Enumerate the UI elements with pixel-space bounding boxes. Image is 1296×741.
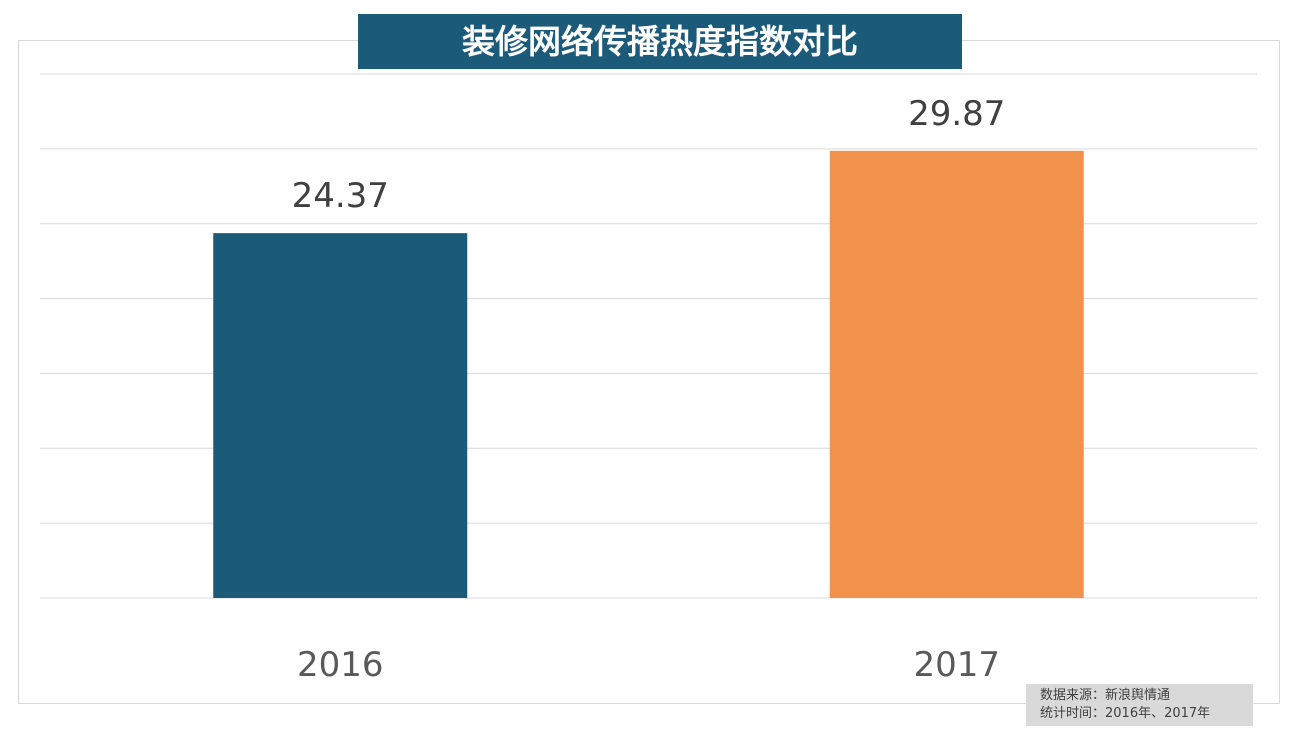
footnote: 数据来源：新浪舆情通 统计时间：2016年、2017年 <box>1026 684 1253 726</box>
x-tick-label-2017: 2017 <box>913 645 1000 685</box>
bar-2016 <box>213 233 468 598</box>
data-label-2016: 24.37 <box>292 176 389 216</box>
x-tick-label-2016: 2016 <box>297 645 384 685</box>
footnote-period: 统计时间：2016年、2017年 <box>1040 706 1211 721</box>
bar-2017 <box>829 150 1084 599</box>
footnote-source: 数据来源：新浪舆情通 <box>1040 688 1171 703</box>
data-label-2017: 29.87 <box>908 94 1005 134</box>
chart-title: 装修网络传播热度指数对比 <box>358 14 962 69</box>
